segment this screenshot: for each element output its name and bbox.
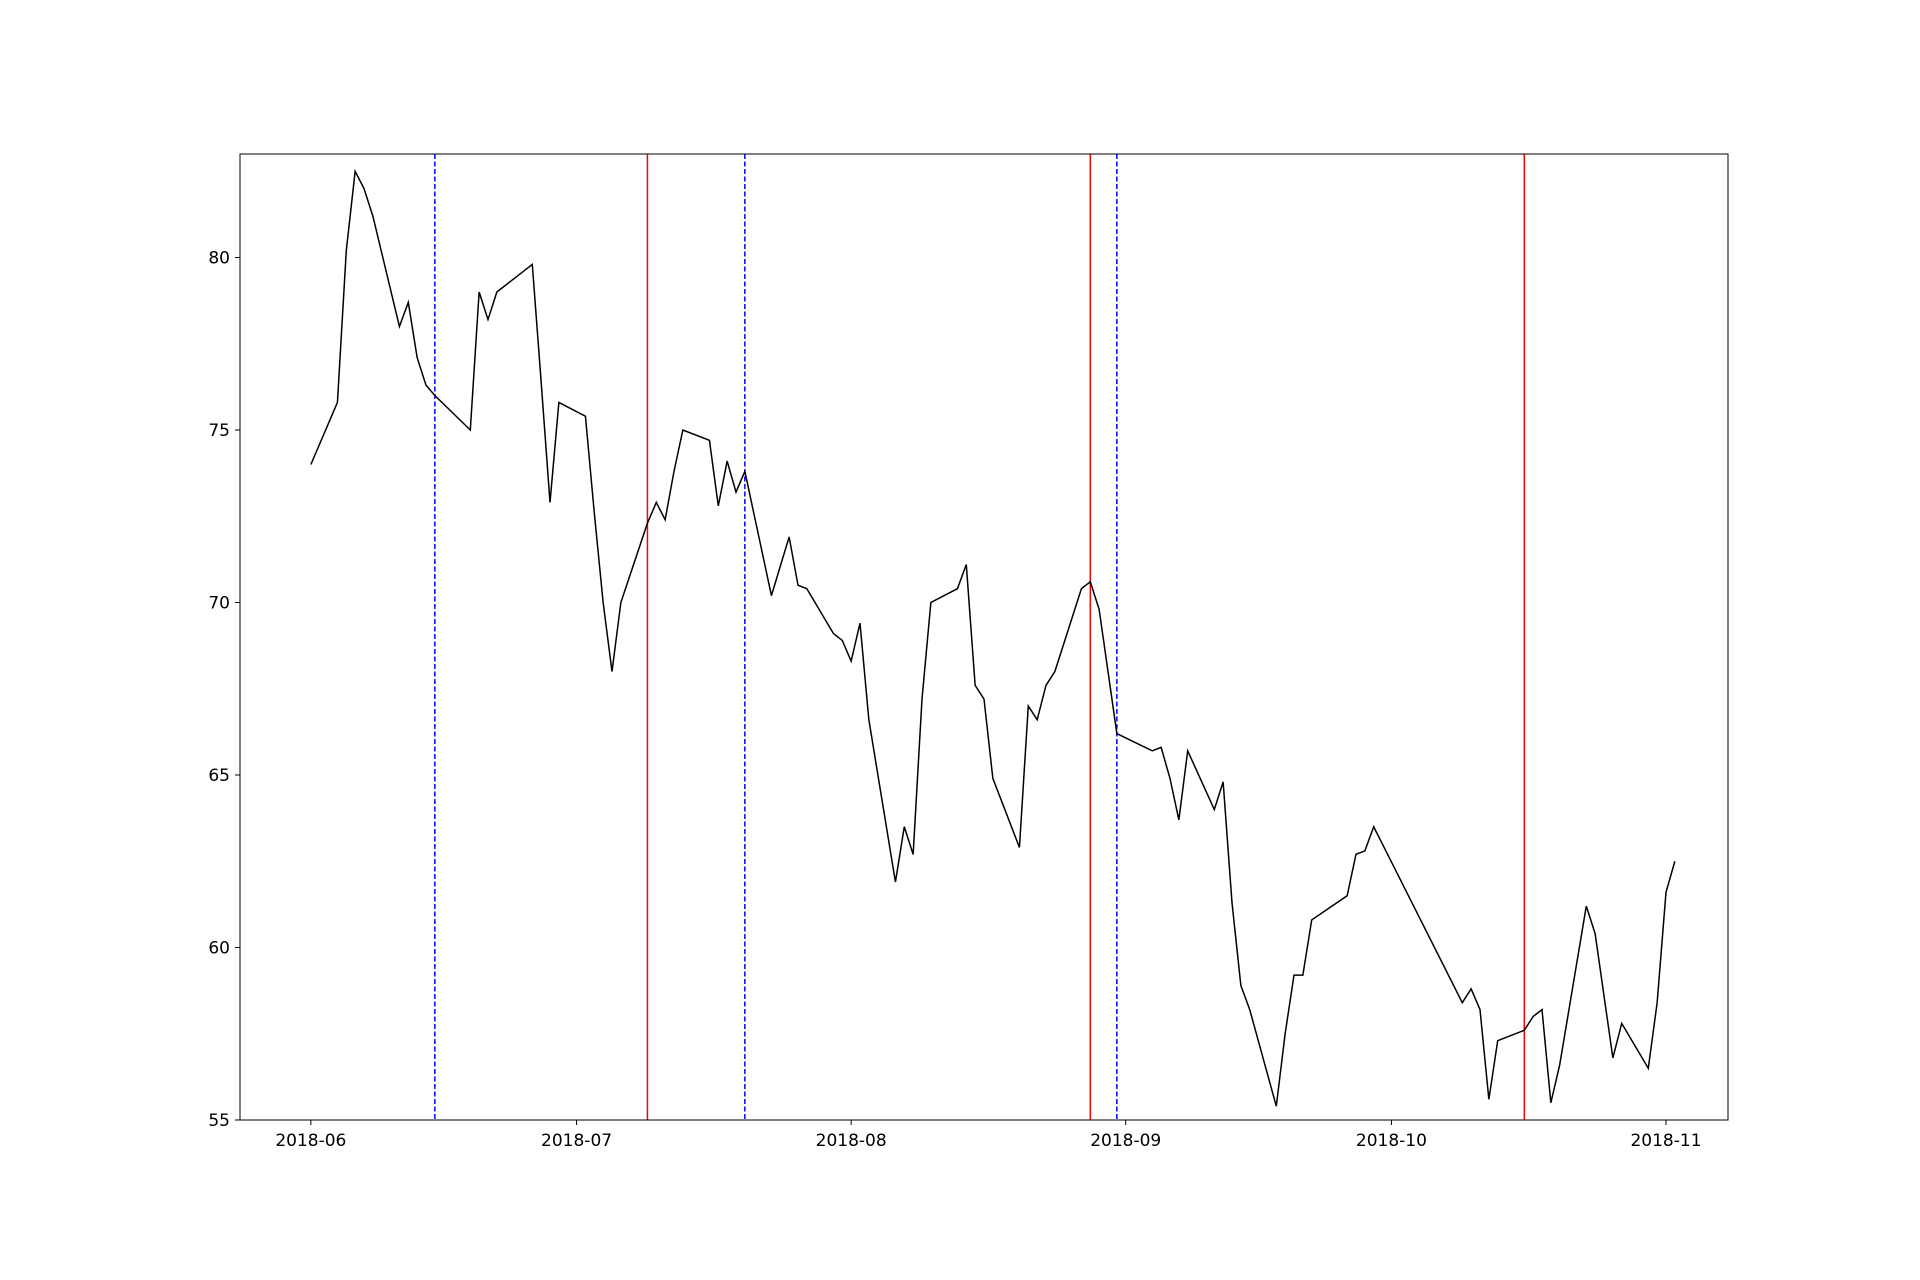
y-tick-label-1: 60 <box>208 939 230 959</box>
x-tick-label-0: 2018-06 <box>275 1131 346 1151</box>
x-tick-label-5: 2018-11 <box>1630 1131 1701 1151</box>
plot-frame <box>239 153 1729 1121</box>
x-tick-label-2: 2018-08 <box>816 1131 887 1151</box>
vertical-marker-lines <box>434 154 1526 1120</box>
y-tick-label-3: 70 <box>208 594 230 614</box>
y-tick-label-0: 55 <box>208 1111 230 1131</box>
series-lines <box>310 168 1676 1107</box>
x-axis: 2018-06 2018-07 2018-08 2018-09 2018-10 2018-… <box>275 1120 1702 1151</box>
y-tick-label-5: 80 <box>208 249 230 269</box>
series-line-0 <box>310 168 1676 1107</box>
y-tick-label-4: 75 <box>208 421 230 441</box>
y-tick-label-2: 65 <box>208 766 230 786</box>
x-tick-label-1: 2018-07 <box>541 1131 612 1151</box>
y-axis: 55 60 65 70 75 80 <box>208 249 240 1131</box>
x-tick-label-3: 2018-09 <box>1090 1131 1161 1151</box>
x-tick-label-4: 2018-10 <box>1356 1131 1427 1151</box>
